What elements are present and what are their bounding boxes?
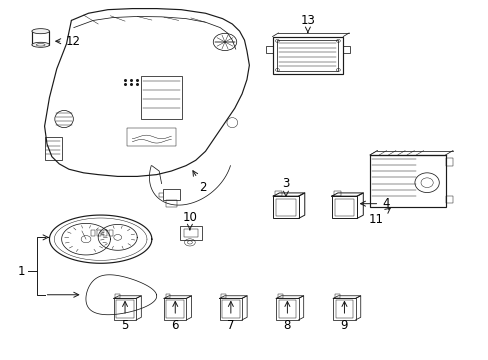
Bar xyxy=(277,40,338,71)
Bar xyxy=(116,301,134,318)
Bar xyxy=(114,298,136,320)
Bar xyxy=(272,37,343,74)
Bar xyxy=(219,298,242,320)
Bar xyxy=(276,199,295,216)
Bar xyxy=(180,226,201,239)
Bar xyxy=(44,137,61,160)
Bar xyxy=(343,45,349,53)
Bar xyxy=(97,230,101,235)
Bar xyxy=(127,128,176,146)
Text: 1: 1 xyxy=(18,265,25,278)
Bar xyxy=(103,230,107,235)
Bar xyxy=(275,191,282,196)
Bar xyxy=(265,45,272,53)
Bar xyxy=(115,294,120,298)
Text: 4: 4 xyxy=(360,197,389,210)
Bar xyxy=(32,31,49,45)
Bar xyxy=(162,189,180,201)
Bar xyxy=(165,201,177,207)
Ellipse shape xyxy=(32,42,49,47)
Bar xyxy=(277,294,282,298)
Bar xyxy=(445,196,452,203)
Text: 11: 11 xyxy=(368,208,389,226)
Bar xyxy=(166,301,183,318)
Text: 7: 7 xyxy=(226,301,234,332)
Bar xyxy=(278,301,296,318)
Text: 10: 10 xyxy=(182,211,197,230)
Text: 5: 5 xyxy=(121,301,128,332)
Bar xyxy=(335,301,352,318)
Text: 13: 13 xyxy=(300,14,315,32)
Text: 8: 8 xyxy=(283,301,290,332)
Bar xyxy=(332,298,355,320)
Bar xyxy=(165,294,170,298)
Text: 2: 2 xyxy=(192,171,206,194)
Bar xyxy=(276,298,298,320)
Bar xyxy=(163,298,186,320)
Bar xyxy=(334,199,353,216)
Bar xyxy=(222,301,239,318)
Bar xyxy=(333,191,340,196)
Bar xyxy=(109,230,113,235)
Bar xyxy=(273,196,298,219)
Bar xyxy=(221,294,225,298)
Bar xyxy=(91,230,95,235)
Bar xyxy=(141,76,182,119)
Bar xyxy=(183,229,197,237)
Text: 3: 3 xyxy=(282,177,289,196)
Text: 9: 9 xyxy=(340,301,347,332)
Ellipse shape xyxy=(32,29,49,34)
Bar xyxy=(369,155,445,207)
Text: 12: 12 xyxy=(56,35,80,48)
Bar xyxy=(445,158,452,166)
Bar xyxy=(331,196,356,219)
Text: 6: 6 xyxy=(171,301,179,332)
Bar xyxy=(334,294,339,298)
